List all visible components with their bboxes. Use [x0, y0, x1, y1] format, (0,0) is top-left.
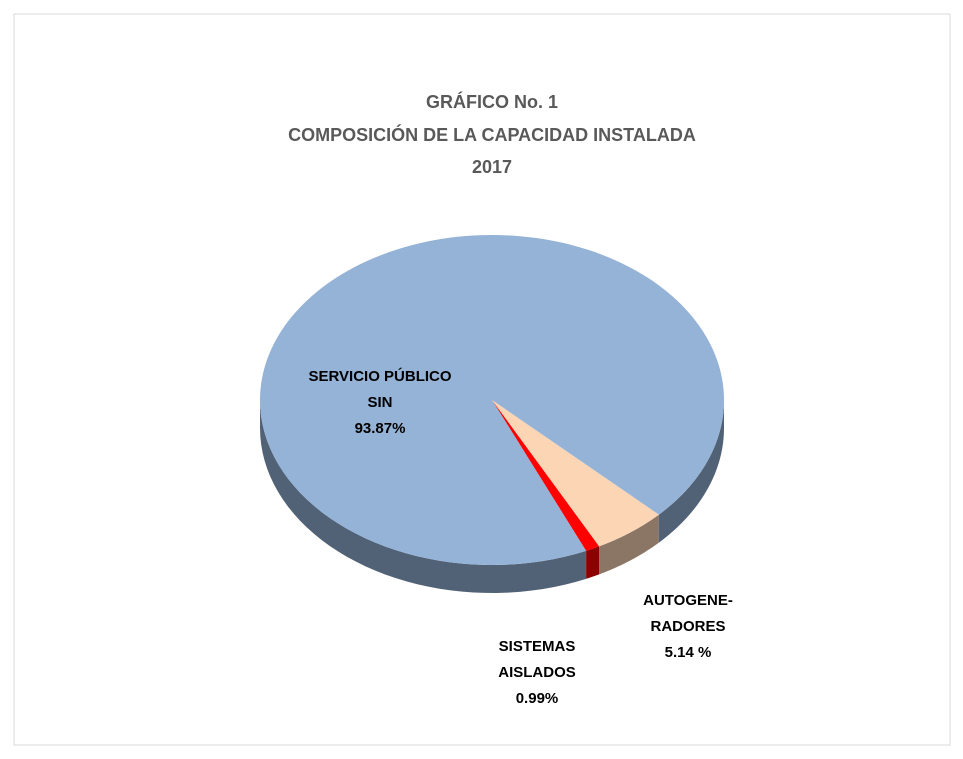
value-label: 93.87%	[355, 420, 406, 437]
category-label: AUTOGENE-	[643, 592, 733, 609]
chart-title: 2017	[472, 157, 512, 177]
pie-slice	[492, 400, 600, 551]
value-label: 5.14 %	[665, 644, 712, 661]
category-label: SIN	[367, 394, 392, 411]
pie-slice	[492, 400, 659, 547]
category-label: SISTEMAS	[499, 638, 576, 655]
pie-side	[599, 514, 659, 575]
pie-side	[658, 400, 724, 543]
category-label: RADORES	[650, 618, 725, 635]
category-label: SERVICIO PÚBLICO	[308, 367, 451, 385]
pie-side	[586, 546, 600, 579]
value-label: 0.99%	[516, 690, 559, 707]
pie-side	[260, 400, 587, 593]
chart-title: COMPOSICIÓN DE LA CAPACIDAD INSTALADA	[288, 124, 696, 145]
category-label: AISLADOS	[498, 664, 576, 681]
chart-title: GRÁFICO No. 1	[426, 91, 558, 112]
pie-slice	[260, 234, 725, 565]
